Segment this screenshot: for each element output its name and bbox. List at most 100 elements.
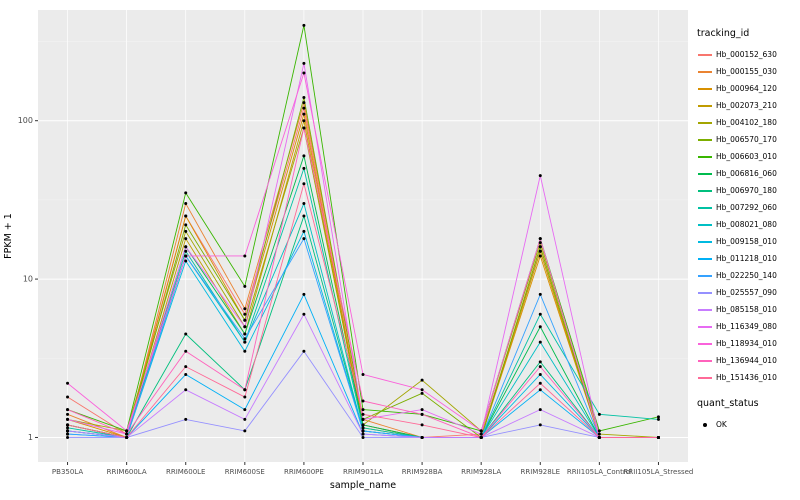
- legend-line-swatch: [698, 308, 712, 311]
- data-point: [243, 349, 247, 353]
- data-point: [479, 429, 483, 433]
- data-point: [125, 435, 129, 439]
- legend-label: Hb_000964_120: [716, 84, 777, 93]
- legend-label: Hb_085158_010: [716, 305, 777, 314]
- x-tick-label: RRIM600PE: [284, 468, 324, 476]
- legend-key-line-icon: [697, 132, 713, 147]
- data-point: [243, 395, 247, 399]
- data-point: [538, 241, 542, 245]
- legend-line-swatch: [698, 240, 712, 243]
- data-point: [243, 318, 247, 322]
- data-point: [361, 429, 365, 433]
- legend-item-Hb_000964_120: Hb_000964_120: [697, 80, 800, 97]
- legend-item-Hb_002073_210: Hb_002073_210: [697, 97, 800, 114]
- data-point: [184, 332, 188, 336]
- data-point: [184, 259, 188, 263]
- legend-line-swatch: [698, 359, 712, 362]
- legend-label: Hb_007292_060: [716, 203, 777, 212]
- x-tick-label: RRIM901LA: [343, 468, 383, 476]
- legend-key-line-icon: [697, 336, 713, 351]
- x-tick-label: RRIM928LE: [521, 468, 561, 476]
- legend-key-line-icon: [697, 98, 713, 113]
- data-point: [420, 388, 424, 392]
- legend-line-swatch: [698, 291, 712, 294]
- data-point: [361, 408, 365, 412]
- legend-label: Hb_002073_210: [716, 101, 777, 110]
- data-point: [597, 412, 601, 416]
- data-point: [243, 332, 247, 336]
- y-tick-label: 10: [23, 275, 33, 284]
- data-point: [302, 154, 306, 158]
- legend-line-swatch: [698, 70, 712, 73]
- legend-item-ok: OK: [697, 416, 800, 433]
- ok-point-icon: [703, 422, 707, 427]
- legend-title-tracking-id: tracking_id: [697, 28, 750, 39]
- data-point: [538, 254, 542, 258]
- data-point: [302, 312, 306, 316]
- legend-line-swatch: [698, 342, 712, 345]
- gridlines: [38, 10, 688, 462]
- legend-line-swatch: [698, 274, 712, 277]
- data-point: [420, 378, 424, 382]
- data-point: [243, 340, 247, 344]
- data-point: [302, 119, 306, 123]
- legend-item-Hb_008021_080: Hb_008021_080: [697, 216, 800, 233]
- x-tick-label: RRII105LA_Control: [567, 468, 632, 476]
- data-point: [302, 182, 306, 186]
- legend-key-line-icon: [697, 115, 713, 130]
- legend-item-Hb_006816_060: Hb_006816_060: [697, 165, 800, 182]
- axes: 1 10 100 PB350LA RRIM600LA RRIM600LE RRIM600SE…: [3, 116, 693, 491]
- legend-key-line-icon: [697, 64, 713, 79]
- legend-label: Hb_151436_010: [716, 373, 777, 382]
- legend-label: Hb_004102_180: [716, 118, 777, 127]
- data-point: [184, 417, 188, 421]
- legend-item-Hb_085158_010: Hb_085158_010: [697, 301, 800, 318]
- legend-line-swatch: [698, 325, 712, 328]
- data-point: [302, 292, 306, 296]
- data-point: [538, 174, 542, 178]
- data-point: [302, 166, 306, 170]
- data-point: [479, 435, 483, 439]
- x-tick-label: RRII105LA_Stressed: [624, 468, 694, 476]
- legend-key-line-icon: [697, 370, 713, 385]
- data-point: [302, 23, 306, 27]
- data-point: [302, 101, 306, 105]
- legend-label: Hb_009158_010: [716, 237, 777, 246]
- data-point: [302, 202, 306, 206]
- legend-key-line-icon: [697, 166, 713, 181]
- data-point: [184, 245, 188, 249]
- data-point: [302, 96, 306, 100]
- data-point: [302, 112, 306, 116]
- data-point: [538, 381, 542, 385]
- x-tick-label: RRIM600LE: [166, 468, 206, 476]
- data-point: [597, 429, 601, 433]
- legend-key-line-icon: [697, 302, 713, 317]
- y-axis-title: FPKM + 1: [3, 213, 14, 259]
- data-point: [538, 360, 542, 364]
- legend-key-line-icon: [697, 251, 713, 266]
- data-point: [302, 61, 306, 65]
- legend-item-Hb_011218_010: Hb_011218_010: [697, 250, 800, 267]
- data-point: [66, 429, 70, 433]
- legend-key-line-icon: [697, 285, 713, 300]
- data-point: [420, 391, 424, 395]
- data-point: [538, 249, 542, 253]
- data-point: [302, 214, 306, 218]
- legend-key-line-icon: [697, 353, 713, 368]
- data-point: [302, 71, 306, 75]
- legend-item-Hb_136944_010: Hb_136944_010: [697, 352, 800, 369]
- data-point: [125, 429, 129, 433]
- data-point: [302, 237, 306, 241]
- data-point: [361, 372, 365, 376]
- data-point: [243, 388, 247, 392]
- data-point: [538, 372, 542, 376]
- legend-label: Hb_011218_010: [716, 254, 777, 263]
- legend-label: Hb_008021_080: [716, 220, 777, 229]
- data-point: [184, 365, 188, 369]
- legend-item-Hb_025557_090: Hb_025557_090: [697, 284, 800, 301]
- legend-item-Hb_006970_180: Hb_006970_180: [697, 182, 800, 199]
- legend-item-Hb_000155_030: Hb_000155_030: [697, 63, 800, 80]
- data-point: [361, 435, 365, 439]
- legend-line-swatch: [698, 223, 712, 226]
